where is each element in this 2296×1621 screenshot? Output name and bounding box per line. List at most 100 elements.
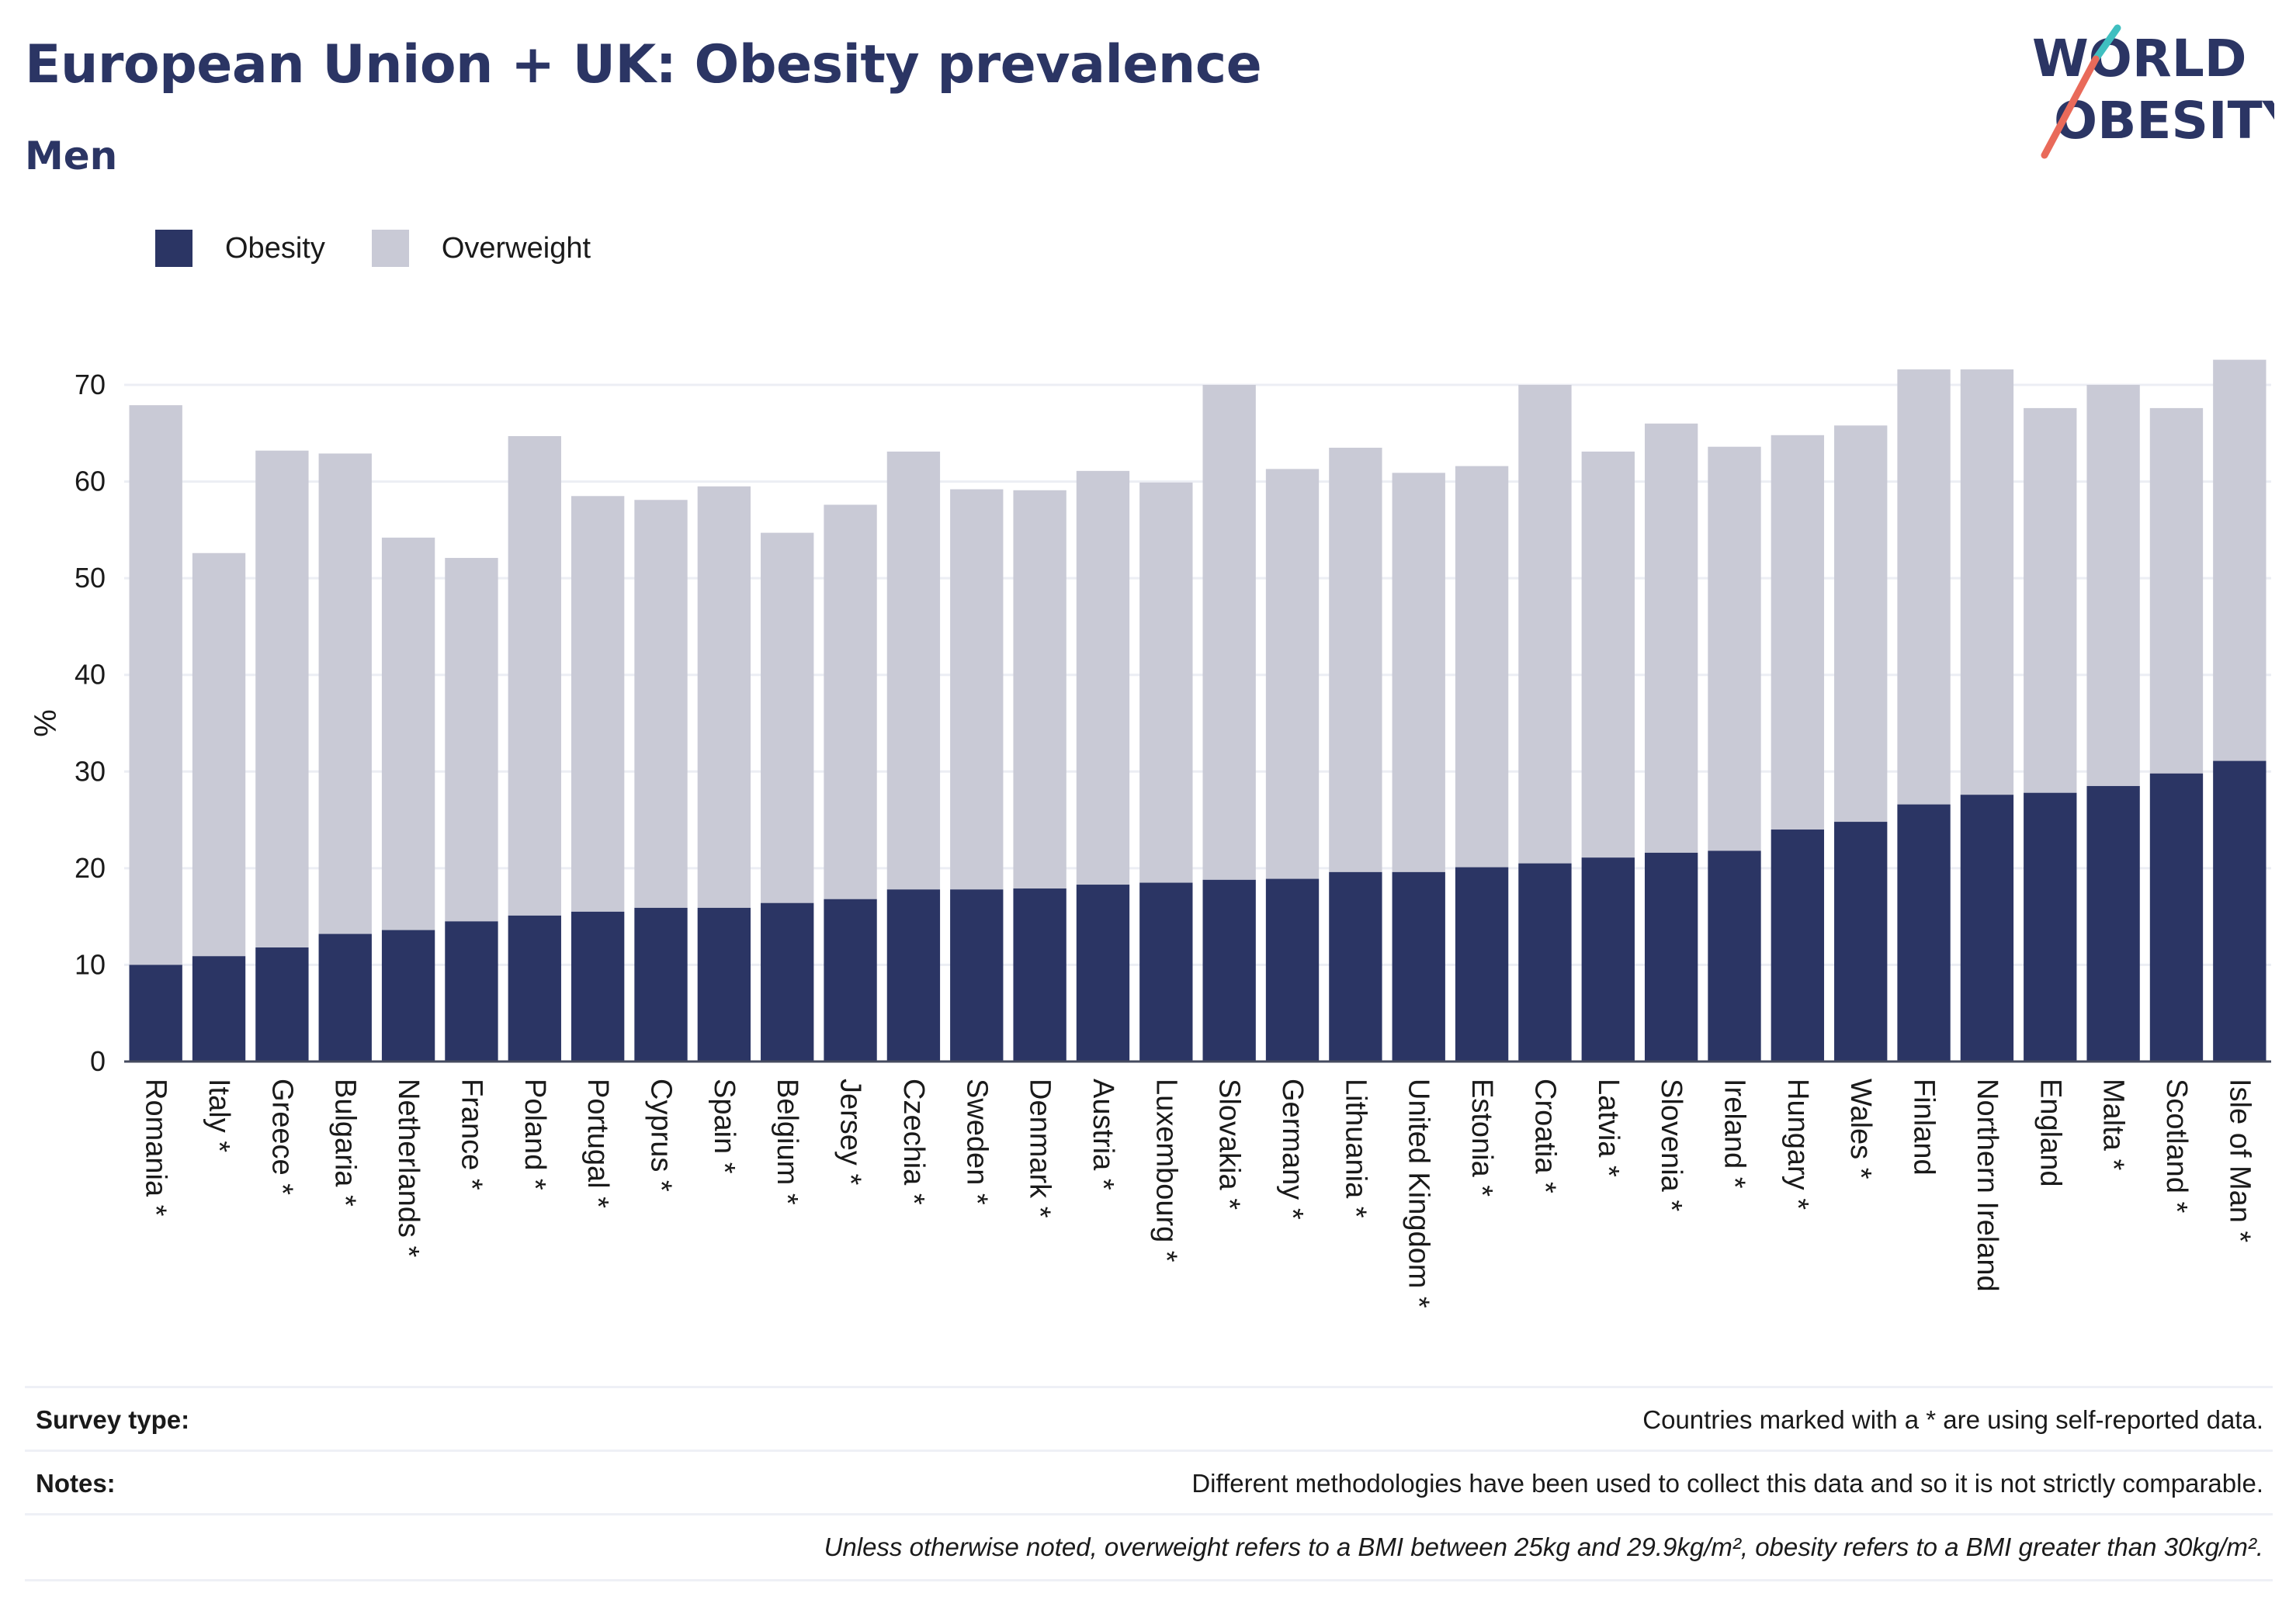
x-tick-label: Romania * <box>140 1079 172 1217</box>
footer-row-definition: Unless otherwise noted, overweight refer… <box>25 1513 2273 1581</box>
bar-overweight <box>1518 385 1572 864</box>
bar-overweight <box>2086 385 2140 786</box>
legend-item-overweight[interactable]: Overweight <box>371 230 591 267</box>
legend-label-obesity: Obesity <box>225 231 325 265</box>
bar-obesity <box>761 902 814 1062</box>
chart-title: European Union + UK: Obesity prevalence <box>25 34 1262 95</box>
x-tick-label: Sweden * <box>960 1079 993 1205</box>
bar-overweight <box>761 532 814 903</box>
bar-obesity <box>255 947 309 1062</box>
x-tick-label: Ireland * <box>1719 1079 1751 1189</box>
bar-overweight <box>1392 473 1445 872</box>
bar-obesity <box>886 889 941 1062</box>
bar-obesity <box>1708 850 1761 1062</box>
bar-overweight <box>1076 470 1130 885</box>
bar-overweight <box>1960 369 2014 795</box>
bar-obesity <box>1013 888 1066 1062</box>
x-tick-label: Italy * <box>203 1079 235 1152</box>
footer-row-notes: Notes: Different methodologies have been… <box>25 1450 2273 1515</box>
notes-label: Notes: <box>36 1469 116 1498</box>
logo-text-obesity: OBESITY <box>2054 91 2274 151</box>
footer-row-survey: Survey type: Countries marked with a * a… <box>25 1386 2273 1452</box>
bar-overweight <box>129 405 182 965</box>
bar-obesity <box>2213 760 2267 1062</box>
x-tick-label: Slovakia * <box>1213 1079 1246 1210</box>
bar-obesity <box>950 889 1004 1062</box>
x-tick-label: Poland * <box>519 1079 551 1190</box>
bar-obesity <box>1960 795 2014 1062</box>
y-tick-label: 70 <box>75 369 106 400</box>
bmi-definition-text: Unless otherwise noted, overweight refer… <box>824 1533 2263 1561</box>
y-tick-label: 50 <box>75 562 106 594</box>
bar-obesity <box>1202 879 1256 1062</box>
bar-overweight <box>1013 490 1066 889</box>
bar-obesity <box>192 956 246 1062</box>
x-tick-label: Czechia * <box>897 1079 930 1205</box>
bar-obesity <box>445 921 498 1062</box>
x-tick-label: Scotland * <box>2160 1079 2193 1213</box>
x-tick-label: Finland <box>1908 1079 1941 1176</box>
bar-obesity <box>1329 871 1382 1062</box>
x-tick-label: France * <box>455 1079 487 1190</box>
x-tick-label: Greece * <box>265 1079 298 1195</box>
bar-obesity <box>508 915 561 1062</box>
bar-obesity <box>824 899 877 1062</box>
x-tick-label: Latvia * <box>1592 1079 1625 1177</box>
x-tick-label: Belgium * <box>771 1079 803 1205</box>
bar-obesity <box>1076 885 1130 1062</box>
bar-obesity <box>1771 830 1825 1062</box>
bar-obesity <box>571 911 625 1062</box>
bar-overweight <box>1329 447 1382 872</box>
bar-obesity <box>697 907 751 1062</box>
bar-overweight <box>255 450 309 948</box>
x-tick-label: Estonia * <box>1465 1079 1498 1197</box>
bar-obesity <box>318 933 372 1062</box>
x-tick-label: Isle of Man * <box>2223 1079 2256 1242</box>
survey-type-text: Countries marked with a * are using self… <box>1642 1405 2263 1434</box>
x-tick-label: Germany * <box>1276 1079 1309 1220</box>
x-tick-label: Hungary * <box>1781 1079 1814 1210</box>
x-tick-label: Netherlands * <box>392 1079 425 1257</box>
bar-obesity <box>2086 785 2140 1062</box>
bar-overweight <box>1897 369 1951 805</box>
bar-obesity <box>129 965 182 1062</box>
bar-overweight <box>508 436 561 916</box>
survey-type-label: Survey type: <box>36 1405 190 1434</box>
bar-obesity <box>1834 822 1888 1062</box>
bar-overweight <box>1708 446 1761 851</box>
bar-overweight <box>697 486 751 908</box>
logo-slash-teal <box>2092 24 2121 63</box>
chart-legend: Obesity Overweight <box>155 230 637 267</box>
bar-obesity <box>1455 867 1509 1062</box>
notes-text: Different methodologies have been used t… <box>1191 1469 2263 1498</box>
bar-overweight <box>634 500 688 908</box>
bar-overweight <box>1265 469 1320 879</box>
bar-obesity <box>1581 857 1635 1062</box>
bar-obesity <box>1897 804 1951 1062</box>
legend-swatch-obesity <box>155 230 192 267</box>
bar-overweight <box>2024 407 2077 793</box>
y-tick-label: 40 <box>75 659 106 691</box>
bar-overweight <box>1139 482 1193 883</box>
x-tick-label: England <box>2034 1079 2066 1186</box>
bar-overweight <box>445 557 498 922</box>
bar-overweight <box>192 552 246 957</box>
bar-overweight <box>571 496 625 912</box>
bar-overweight <box>950 489 1004 890</box>
legend-swatch-overweight <box>371 230 409 267</box>
bar-obesity <box>634 907 688 1062</box>
x-tick-label: Austria * <box>1087 1079 1119 1190</box>
stacked-bar-chart: 0 10 20 30 40 50 60 70% Romania * Italy * Greece *… <box>29 359 2271 1308</box>
x-tick-label: Lithuania * <box>1339 1079 1372 1218</box>
legend-item-obesity[interactable]: Obesity <box>155 230 325 267</box>
y-tick-label: 20 <box>75 852 106 884</box>
bar-overweight <box>381 537 435 930</box>
x-tick-label: Luxembourg * <box>1150 1079 1182 1263</box>
y-tick-label: 60 <box>75 466 106 497</box>
bar-overweight <box>1455 466 1509 868</box>
legend-label-overweight: Overweight <box>441 231 591 265</box>
bar-obesity <box>1265 878 1320 1062</box>
y-tick-label: 0 <box>90 1045 106 1077</box>
y-axis-label: % <box>29 709 63 737</box>
bar-overweight <box>1771 435 1825 830</box>
